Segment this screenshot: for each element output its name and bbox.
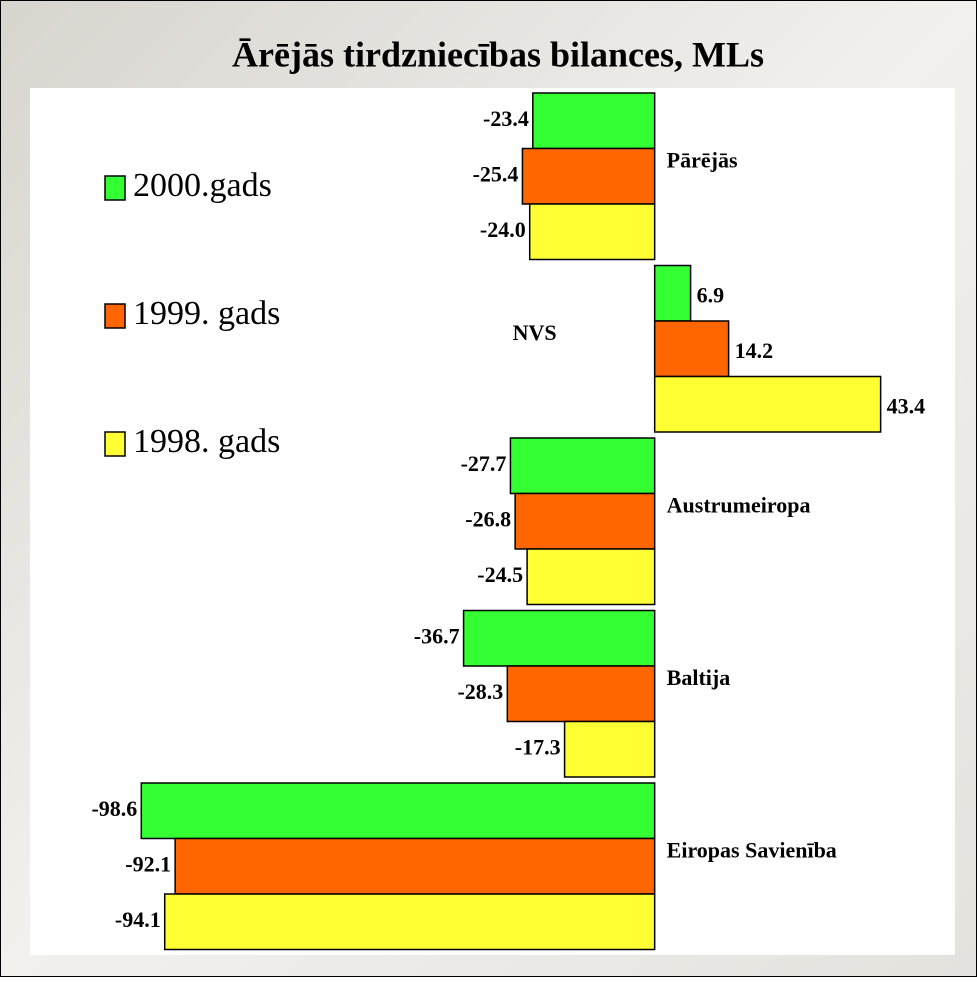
bar	[140, 782, 656, 840]
legend-label: 2000.gads	[133, 167, 272, 204]
value-label: -26.8	[465, 506, 511, 531]
value-label: -17.3	[515, 734, 561, 759]
bar	[653, 264, 692, 322]
bar	[163, 893, 656, 951]
value-label: 14.2	[735, 338, 774, 363]
category-label: Eiropas Savienība	[667, 837, 837, 862]
category-label: Baltija	[667, 665, 731, 690]
bar	[174, 837, 656, 895]
category-label: Austrumeiropa	[667, 492, 811, 517]
bar	[526, 548, 656, 606]
legend-swatch	[104, 175, 126, 201]
bar	[653, 320, 730, 378]
value-label: -98.6	[91, 796, 137, 821]
value-label: -92.1	[125, 851, 171, 876]
bar	[563, 720, 656, 778]
legend-label: 1998. gads	[133, 423, 280, 460]
category-label: Pārējās	[667, 147, 738, 172]
bar	[514, 492, 656, 550]
value-label: -23.4	[483, 106, 529, 131]
bar	[462, 609, 656, 667]
value-label: 43.4	[887, 393, 926, 418]
bar	[521, 147, 656, 205]
bar	[532, 92, 656, 150]
value-label: -28.3	[457, 679, 503, 704]
value-label: -27.7	[461, 451, 507, 476]
value-label: -94.1	[115, 907, 161, 932]
value-label: -24.0	[480, 217, 526, 242]
category-label: NVS	[513, 320, 557, 345]
chart-title: Ārējās tirdzniecības bilances, MLs	[232, 34, 764, 74]
bar	[509, 437, 656, 495]
legend-swatch	[104, 431, 126, 457]
value-label: -24.5	[477, 562, 523, 587]
legend-label: 1999. gads	[133, 295, 280, 332]
value-label: 6.9	[697, 282, 725, 307]
value-label: -25.4	[473, 161, 519, 186]
legend-swatch	[104, 303, 126, 329]
value-label: -36.7	[414, 623, 460, 648]
bar	[653, 375, 882, 433]
bar	[528, 203, 656, 261]
bar	[506, 665, 656, 723]
